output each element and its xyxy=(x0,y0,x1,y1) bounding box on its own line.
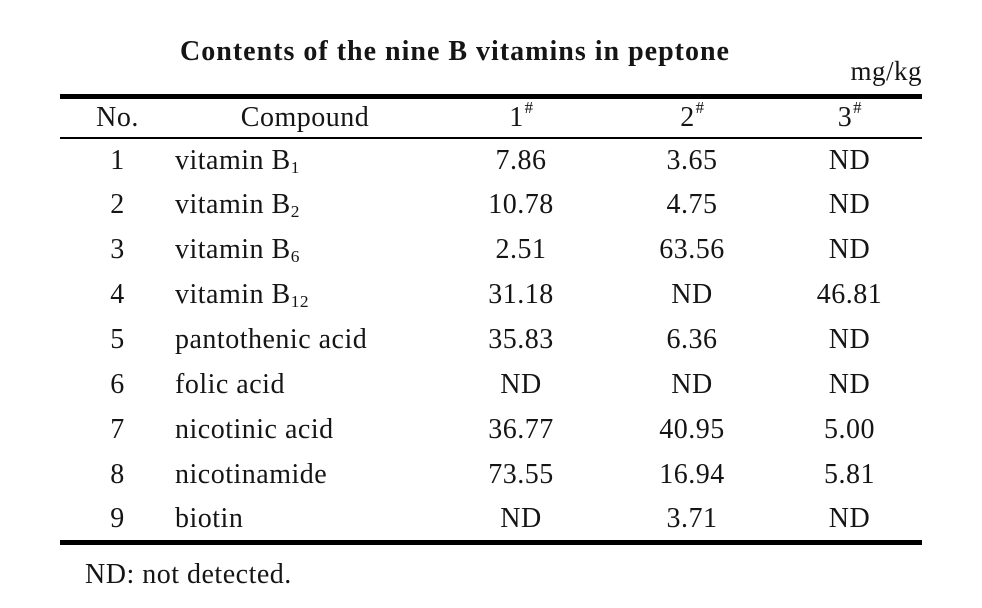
column-header-sample-3-label: 3 xyxy=(837,101,853,133)
value-cell: 7.86 xyxy=(495,144,547,176)
compound-name: biotin xyxy=(175,502,244,534)
value-cell: 5.00 xyxy=(824,414,875,445)
compound-cell: pantothenic acid xyxy=(175,318,435,363)
column-header-sample-1: 1# xyxy=(435,96,607,139)
table-row: 4 vitamin B12 31.18 ND 46.81 xyxy=(60,273,922,318)
row-number-cell: 4 xyxy=(110,279,125,310)
column-header-no: No. xyxy=(60,96,175,139)
compound-cell: nicotinic acid xyxy=(175,408,435,453)
value-cell: 46.81 xyxy=(816,279,883,310)
table-row: 3 vitamin B6 2.51 63.56 ND xyxy=(60,228,922,273)
table-row: 9 biotin ND 3.71 ND xyxy=(60,498,922,543)
value-cell: 36.77 xyxy=(488,414,554,445)
column-header-no-label: No. xyxy=(96,101,139,133)
value-cell: 4.75 xyxy=(666,189,718,220)
row-number-cell: 2 xyxy=(110,189,125,220)
row-number-cell: 9 xyxy=(110,502,125,534)
column-header-compound: Compound xyxy=(175,96,435,139)
column-header-compound-label: Compound xyxy=(240,101,370,133)
compound-cell: vitamin B2 xyxy=(175,183,435,228)
row-number-cell: 1 xyxy=(110,144,125,176)
compound-cell: folic acid xyxy=(175,363,435,408)
footnote: ND: not detected. xyxy=(85,559,292,590)
value-cell: ND xyxy=(828,324,871,355)
column-header-sample-2-sup: # xyxy=(695,97,705,117)
table-row: 5 pantothenic acid 35.83 6.36 ND xyxy=(60,318,922,363)
table-title: Contents of the nine B vitamins in pepto… xyxy=(180,36,730,67)
value-cell: ND xyxy=(828,144,871,176)
compound-name: folic acid xyxy=(175,369,285,400)
value-cell: 10.78 xyxy=(488,189,554,220)
value-cell: 63.56 xyxy=(659,234,725,265)
compound-cell: vitamin B6 xyxy=(175,228,435,273)
value-cell: 6.36 xyxy=(666,324,718,355)
value-cell: 35.83 xyxy=(488,324,554,355)
table-row: 6 folic acid ND ND ND xyxy=(60,363,922,408)
column-header-sample-1-label: 1 xyxy=(509,101,524,133)
value-cell: 5.81 xyxy=(824,459,875,490)
value-cell: ND xyxy=(828,234,871,265)
compound-name: vitamin B xyxy=(175,144,291,176)
table-body: 1 vitamin B1 7.86 3.65 ND 2 vitamin B2 10.78 4.7… xyxy=(60,138,922,543)
value-cell: ND xyxy=(828,189,871,220)
compound-cell: nicotinamide xyxy=(175,453,435,498)
value-cell: 3.65 xyxy=(666,144,718,176)
compound-name: vitamin B xyxy=(175,279,291,310)
row-number-cell: 3 xyxy=(110,234,125,265)
compound-cell: vitamin B12 xyxy=(175,273,435,318)
compound-subscript: 1 xyxy=(290,157,300,177)
value-cell: ND xyxy=(828,369,871,400)
value-cell: ND xyxy=(671,279,713,310)
table-row: 1 vitamin B1 7.86 3.65 ND xyxy=(60,138,922,183)
value-cell: ND xyxy=(500,369,542,400)
row-number-cell: 5 xyxy=(110,324,125,355)
value-cell: 3.71 xyxy=(666,502,718,534)
unit-label: mg/kg xyxy=(850,56,922,86)
value-cell: ND xyxy=(671,369,713,400)
value-cell: 40.95 xyxy=(659,414,725,445)
vitamin-contents-table: No. Compound 1# 2# 3# 1 vitamin B1 7.86 3.6… xyxy=(60,94,922,545)
value-cell: ND xyxy=(828,502,871,534)
compound-subscript: 12 xyxy=(290,292,310,312)
compound-subscript: 6 xyxy=(290,247,300,267)
table-row: 2 vitamin B2 10.78 4.75 ND xyxy=(60,183,922,228)
table-row: 8 nicotinamide 73.55 16.94 5.81 xyxy=(60,453,922,498)
value-cell: 31.18 xyxy=(488,279,554,310)
table-header-row: No. Compound 1# 2# 3# xyxy=(60,96,922,139)
value-cell: ND xyxy=(500,502,542,534)
column-header-sample-2-label: 2 xyxy=(680,101,695,133)
compound-name: vitamin B xyxy=(175,189,291,220)
value-cell: 16.94 xyxy=(659,459,725,490)
value-cell: 73.55 xyxy=(488,459,554,490)
row-number-cell: 8 xyxy=(110,459,125,490)
compound-name: nicotinic acid xyxy=(175,414,334,445)
column-header-sample-2: 2# xyxy=(607,96,777,139)
compound-name: pantothenic acid xyxy=(175,324,368,355)
column-header-sample-3: 3# xyxy=(777,96,922,139)
row-number-cell: 6 xyxy=(110,369,125,400)
compound-cell: vitamin B1 xyxy=(175,138,435,183)
compound-cell: biotin xyxy=(175,498,435,543)
value-cell: 2.51 xyxy=(495,234,547,265)
compound-name: vitamin B xyxy=(175,234,291,265)
compound-name: nicotinamide xyxy=(175,459,328,490)
column-header-sample-3-sup: # xyxy=(853,97,863,117)
column-header-sample-1-sup: # xyxy=(524,97,534,117)
compound-subscript: 2 xyxy=(290,202,300,222)
row-number-cell: 7 xyxy=(110,414,125,445)
table-row: 7 nicotinic acid 36.77 40.95 5.00 xyxy=(60,408,922,453)
